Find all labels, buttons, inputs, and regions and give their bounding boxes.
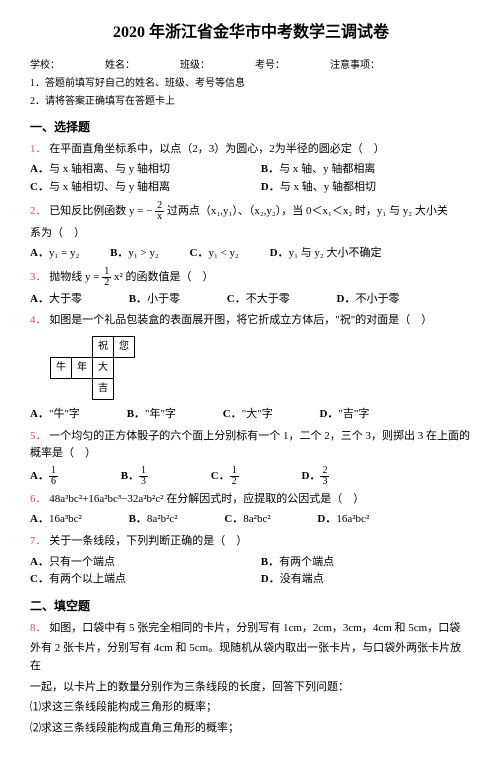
q5-opt-d: 23 [320,466,329,487]
q6-number: 6． [30,493,47,505]
q6-opt-d: 16a²bc² [336,513,369,525]
q4-text: 如图是一个礼品包装盒的表面展开图，将它折成立方体后，"祝"的对面是（ ） [49,314,432,326]
q4-opt-c: "大"字 [242,408,273,420]
q4-opt-d: "吉"字 [338,408,369,420]
note-2: 2．请将答案正确填写在答题卡上 [30,94,472,110]
q2-opt-d: y₁ 与 y₂ 大小不确定 [289,247,382,259]
q3-text-a: 抛物线 y = [49,271,102,283]
q1-opt-d: 与 x 轴、y 轴都相切 [280,181,376,193]
cell-nian: 年 [72,357,93,378]
q6-opt-b: 8a²b²c² [147,513,178,525]
q1-number: 1． [30,143,47,155]
school-label: 学校： [30,58,60,74]
q1-opt-c: 与 x 轴相切、与 y 轴相离 [49,181,170,193]
q4-opt-b: "年"字 [145,408,176,420]
section-1-title: 一、选择题 [30,118,472,137]
q3-opt-c: 不大于零 [246,293,290,305]
q2-opt-c: y₁ < y₂ [209,247,239,259]
q2-text-c: 系为（ ） [30,225,472,243]
cell-nin: 您 [114,336,135,357]
q2-fraction: 2x [155,201,164,222]
q5-opt-a: 16 [49,466,58,487]
cell-zhu: 祝 [93,336,114,357]
q8-part-2: ⑵求这三条线段能构成直角三角形的概率； [30,720,472,738]
q2-options: A．y₁ = y₂ B．y₁ > y₂ C．y₁ < y₂ D．y₁ 与 y₂ … [30,245,472,263]
q4-options: A．"牛"字 B．"年"字 C．"大"字 D．"吉"字 [30,406,472,424]
q1-options: A．与 x 轴相离、与 y 轴相切 B．与 x 轴、y 轴都相离 C．与 x 轴… [30,161,472,196]
class-label: 班级： [180,58,210,74]
question-7: 7． 关于一条线段，下列判断正确的是（ ） [30,533,472,551]
cell-niu: 牛 [51,357,72,378]
notice-label: 注意事项： [330,58,380,74]
q7-text: 关于一条线段，下列判断正确的是（ ） [49,535,247,547]
question-5: 5． 一个均匀的正方体骰子的六个面上分别标有一个 1，二个 2，三个 3，则掷出… [30,428,472,463]
q3-options: A．大于零 B．小于零 C．不大于零 D．不小于零 [30,291,472,309]
q8-text-2: 外有 2 张卡片，分别写有 4cm 和 5cm。现随机从袋内取出一张卡片，与口袋… [30,640,472,675]
q6-opt-c: 8a²bc² [243,513,270,525]
q1-opt-b: 与 x 轴、y 轴都相离 [279,163,375,175]
examno-label: 考号： [255,58,285,74]
q6-opt-a: 16a³bc² [49,513,82,525]
q7-number: 7． [30,535,47,547]
cell-da: 大 [93,357,114,378]
q3-opt-a: 大于零 [49,293,82,305]
q1-text: 在平面直角坐标系中，以点（2，3）为圆心，2为半径的圆必定（ ） [49,143,385,155]
q5-opt-c: 12 [230,466,239,487]
q2-opt-b: y₁ > y₂ [128,247,158,259]
q4-opt-a: "牛"字 [49,408,80,420]
q7-opt-a: 只有一个端点 [49,556,115,568]
q5-text: 一个均匀的正方体骰子的六个面上分别标有一个 1，二个 2，三个 3，则掷出 3 … [30,430,470,460]
q5-number: 5． [30,430,47,442]
q2-text-a: 已知反比例函数 y = − [49,205,152,217]
q8-number: 8． [30,622,47,634]
q3-text-b: x² 的函数值是（ ） [114,271,214,283]
q8-text-3: 一起，以卡片上的数量分别作为三条线段的长度，回答下列问题： [30,679,472,697]
q8-text-1: 如图，口袋中有 5 张完全相同的卡片，分别写有 1cm，2cm，3cm，4cm … [49,622,460,634]
q3-fraction: 12 [102,267,111,288]
q3-opt-b: 小于零 [147,293,180,305]
q2-opt-a: y₁ = y₂ [49,247,79,259]
q3-opt-d: 不小于零 [355,293,399,305]
section-2-title: 二、填空题 [30,597,472,616]
meta-row: 学校： 姓名： 班级： 考号： 注意事项： [30,58,472,74]
cell-ji: 吉 [93,378,114,399]
question-2: 2． 已知反比例函数 y = − 2x 过两点（x₁,y₁）、（x₂,y₂），当… [30,201,472,222]
page-title: 2020 年浙江省金华市中考数学三调试卷 [30,20,472,46]
question-4: 4． 如图是一个礼品包装盒的表面展开图，将它折成立方体后，"祝"的对面是（ ） [30,312,472,330]
question-6: 6． 48a³bc²+16a²bc³−32a²b²c² 在分解因式时，应提取的公… [30,491,472,509]
q7-opt-c: 有两个以上端点 [49,573,126,585]
q3-number: 3． [30,271,47,283]
question-8: 8． 如图，口袋中有 5 张完全相同的卡片，分别写有 1cm，2cm，3cm，4… [30,620,472,638]
q6-options: A．16a³bc² B．8a²b²c² C．8a²bc² D．16a²bc² [30,511,472,529]
q7-options: A．只有一个端点 B．有两个端点 C．有两个以上端点 D．没有端点 [30,554,472,589]
q2-number: 2． [30,205,47,217]
note-1: 1．答题前填写好自己的姓名、班级、考号等信息 [30,76,472,92]
question-1: 1． 在平面直角坐标系中，以点（2，3）为圆心，2为半径的圆必定（ ） [30,141,472,159]
q4-number: 4． [30,314,47,326]
q7-opt-d: 没有端点 [280,573,324,585]
q5-opt-b: 13 [139,466,148,487]
q7-opt-b: 有两个端点 [279,556,334,568]
name-label: 姓名： [105,58,135,74]
q5-options: A．16 B．13 C．12 D．23 [30,466,472,487]
question-3: 3． 抛物线 y = 12 x² 的函数值是（ ） [30,267,472,288]
q2-text-b: 过两点（x₁,y₁）、（x₂,y₂），当 0＜x₁＜x₂ 时，y₁ 与 y₂ 大… [167,205,448,217]
q8-part-1: ⑴求这三条线段能构成三角形的概率； [30,699,472,717]
q4-figure: 祝 您 牛 年 大 吉 [50,336,135,400]
q6-text: 48a³bc²+16a²bc³−32a²b²c² 在分解因式时，应提取的公因式是… [49,493,364,505]
q1-opt-a: 与 x 轴相离、与 y 轴相切 [49,163,170,175]
